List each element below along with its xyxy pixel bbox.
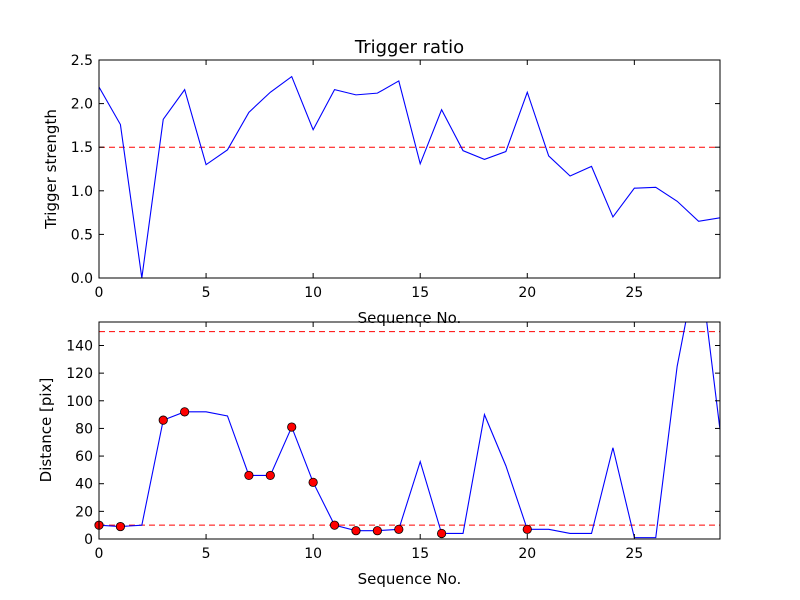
top-chart-ticks: 0 5 10 15 20 25 0.0 0.5 1.0 1.5 2.0 2.5	[71, 53, 720, 301]
data-point-marker	[158, 415, 168, 425]
x-tick-label: 25	[625, 546, 643, 562]
x-tick-label: 10	[304, 285, 322, 301]
y-tick-label: 2.0	[71, 97, 93, 113]
x-tick-label: 5	[202, 546, 211, 562]
top-chart-marks	[99, 75, 720, 278]
series-line	[99, 75, 720, 278]
data-point-marker	[522, 524, 532, 534]
y-tick-label: 1.5	[71, 140, 93, 156]
x-tick-label: 15	[411, 546, 429, 562]
y-tick-label: 0	[84, 532, 93, 548]
y-tick-label: 40	[75, 477, 93, 493]
y-tick-label: 80	[75, 421, 93, 437]
bottom-chart-ticks: 0 5 10 15 20 25 0 20 40 60 80 100 120 140	[66, 322, 720, 562]
x-tick-label: 0	[95, 546, 104, 562]
bottom-chart-frame	[98, 321, 721, 540]
y-tick-label: 0.5	[71, 227, 93, 243]
data-point-marker	[287, 422, 297, 432]
data-point-marker	[329, 520, 340, 530]
data-point-marker	[180, 407, 190, 417]
x-tick-label: 25	[625, 285, 643, 301]
bottom-chart-xlabel: Sequence No.	[358, 570, 462, 588]
plot-area	[99, 75, 720, 278]
x-tick-label: 20	[518, 546, 536, 562]
plot-area	[99, 322, 720, 539]
y-tick-label: 0.0	[71, 271, 93, 287]
x-tick-label: 20	[518, 285, 536, 301]
top-chart-frame	[98, 59, 721, 279]
y-tick-label: 120	[66, 366, 93, 382]
x-tick-label: 0	[95, 285, 104, 301]
data-point-marker	[308, 477, 318, 487]
y-tick-label: 100	[66, 394, 93, 410]
top-chart-ylabel: Trigger strength	[42, 109, 60, 230]
bottom-chart: 0 5 10 15 20 25 0 20 40 60 80 100 120 140 Sequence No…	[37, 321, 721, 588]
y-tick-label: 60	[75, 449, 93, 465]
y-tick-label: 1.0	[71, 184, 93, 200]
data-point-marker	[265, 470, 275, 481]
data-point-marker	[115, 521, 126, 532]
data-point-marker	[244, 470, 254, 481]
data-point-marker	[394, 524, 404, 534]
y-tick-label: 140	[66, 338, 93, 354]
data-point-marker	[351, 526, 361, 536]
top-chart-xlabel: Sequence No.	[358, 309, 462, 327]
x-tick-label: 15	[411, 285, 429, 301]
series-line	[99, 322, 720, 539]
y-tick-label: 2.5	[71, 53, 93, 69]
top-chart-title: Trigger ratio	[354, 37, 464, 58]
bottom-chart-marks	[94, 322, 720, 539]
x-tick-label: 10	[304, 546, 322, 562]
y-tick-label: 20	[75, 504, 93, 520]
x-tick-label: 5	[202, 285, 211, 301]
data-point-marker	[372, 526, 382, 536]
data-point-marker	[437, 528, 447, 539]
bottom-chart-ylabel: Distance [pix]	[37, 378, 55, 483]
